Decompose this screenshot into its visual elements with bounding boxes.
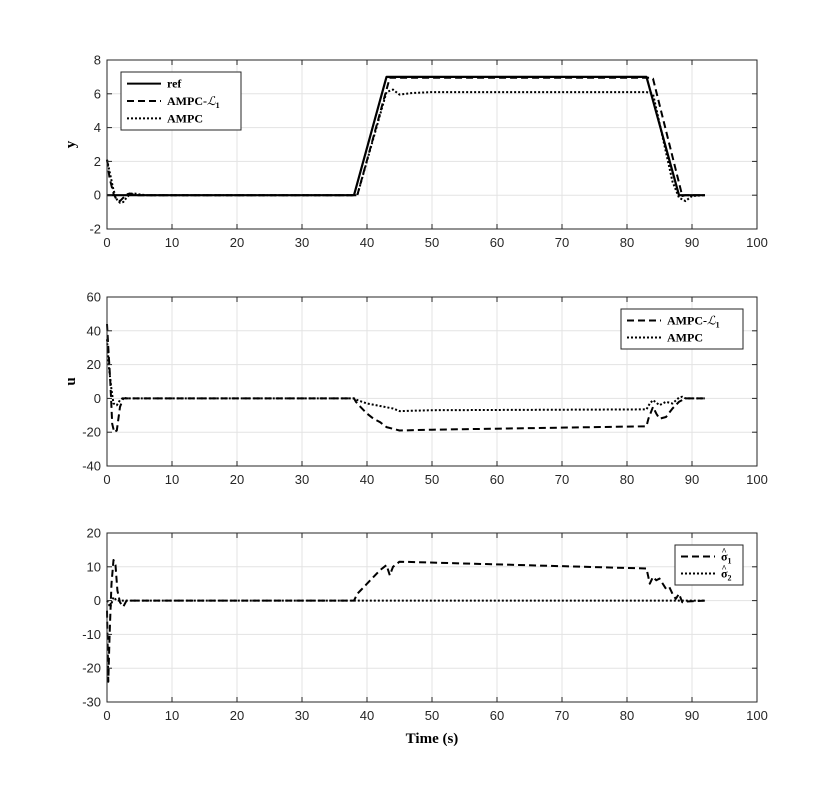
legend-hat-mark: ^ <box>722 547 727 557</box>
x-tick-label: 60 <box>490 708 504 723</box>
series-line-1 <box>106 596 705 609</box>
x-tick-label: 40 <box>360 472 374 487</box>
legend-box <box>620 308 744 350</box>
x-tick-label: 30 <box>295 708 309 723</box>
x-axis-label: Time (s) <box>406 731 459 747</box>
y-tick-label: -30 <box>82 695 101 710</box>
x-tick-label: 100 <box>746 472 768 487</box>
x-tick-label: 40 <box>360 235 374 250</box>
y-tick-label: -10 <box>82 627 101 642</box>
y-tick-label: 8 <box>94 53 101 68</box>
x-tick-label: 20 <box>230 708 244 723</box>
legend-entry-0: σ1 <box>721 550 732 566</box>
x-tick-label: 90 <box>685 235 699 250</box>
y-tick-label: -20 <box>82 425 101 440</box>
legend-hat-mark: ^ <box>722 564 727 574</box>
panel-u: 0 10 20 30 40 50 60 70 80 90 100 -40 -20 0 20 40 60 u AMPC… <box>63 290 768 488</box>
y-tick-label: -40 <box>82 459 101 474</box>
x-tick-label: 0 <box>103 235 110 250</box>
y-tick-label: 2 <box>94 154 101 169</box>
y-axis-label: u <box>63 377 79 385</box>
x-tick-label: 20 <box>230 472 244 487</box>
x-tick-label: 80 <box>620 472 634 487</box>
x-tick-label: 30 <box>295 472 309 487</box>
y-tick-label: 40 <box>87 323 101 338</box>
legend-entry-0: ref <box>167 77 182 91</box>
x-tick-label: 90 <box>685 708 699 723</box>
series-line-0 <box>106 323 705 434</box>
series-line-2 <box>106 88 706 204</box>
y-tick-label: -2 <box>89 222 101 237</box>
x-tick-label: 100 <box>746 235 768 250</box>
x-tick-label: 50 <box>425 472 439 487</box>
x-tick-label: 60 <box>490 235 504 250</box>
x-tick-label: 10 <box>165 472 179 487</box>
legend-entry-1: σ2 <box>721 567 732 583</box>
x-tick-label: 60 <box>490 472 504 487</box>
x-tick-label: 0 <box>103 708 110 723</box>
series-line-1 <box>106 339 705 413</box>
x-tick-label: 40 <box>360 708 374 723</box>
x-tick-label: 50 <box>425 235 439 250</box>
series-line-0 <box>106 559 706 683</box>
y-tick-label: 10 <box>87 559 101 574</box>
x-tick-label: 50 <box>425 708 439 723</box>
x-tick-label: 90 <box>685 472 699 487</box>
x-tick-label: 20 <box>230 235 244 250</box>
x-tick-label: 30 <box>295 235 309 250</box>
x-tick-label: 70 <box>555 708 569 723</box>
panel-y: 0 10 20 30 40 50 60 70 80 90 100-202468yrefAMPC-ℒ1… <box>63 53 768 251</box>
y-tick-label: 0 <box>94 188 101 203</box>
legend-box <box>674 544 744 586</box>
y-tick-label: 60 <box>87 290 101 305</box>
panel-sigma: 0 10 20 30 40 50 60 70 80 90 100 -30 -20 -10 0 10 20 Time… <box>82 526 768 748</box>
x-tick-label: 80 <box>620 235 634 250</box>
legend-entry-0: AMPC-ℒ1 <box>667 314 720 330</box>
y-tick-label: 20 <box>87 357 101 372</box>
y-tick-label: 6 <box>94 86 101 101</box>
legend-entry-1: AMPC <box>667 331 703 345</box>
y-tick-label: 20 <box>87 526 101 541</box>
y-tick-label: 0 <box>94 391 101 406</box>
y-tick-label: 0 <box>94 593 101 608</box>
legend-entry-2: AMPC <box>167 111 203 125</box>
y-tick-label: 4 <box>94 120 101 135</box>
y-axis-label: y <box>63 140 79 148</box>
x-tick-label: 80 <box>620 708 634 723</box>
series-line-1 <box>106 76 705 203</box>
x-tick-label: 70 <box>555 235 569 250</box>
legend: σ1^σ2^ <box>674 544 744 586</box>
x-tick-label: 100 <box>746 708 768 723</box>
x-tick-label: 10 <box>165 235 179 250</box>
y-tick-label: -20 <box>82 661 101 676</box>
x-tick-label: 10 <box>165 708 179 723</box>
legend-entry-1: AMPC-ℒ1 <box>167 94 220 110</box>
x-tick-label: 70 <box>555 472 569 487</box>
x-tick-label: 0 <box>103 472 110 487</box>
